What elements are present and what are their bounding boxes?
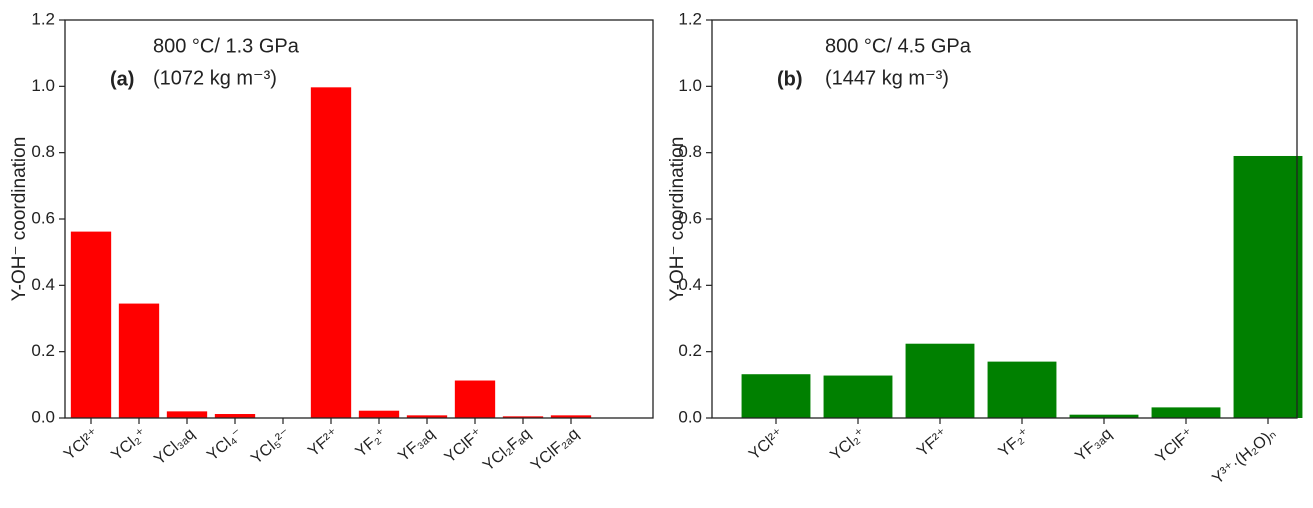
x-tick-label: YClF₂ₐq bbox=[528, 425, 582, 474]
x-tick-label: YCl₂⁺ bbox=[108, 425, 150, 464]
y-tick-label: 1.2 bbox=[31, 9, 55, 28]
bar bbox=[118, 303, 160, 418]
bar bbox=[741, 374, 811, 418]
y-tick-label: 0.0 bbox=[678, 407, 702, 426]
x-tick-label: YF²⁺ bbox=[305, 425, 342, 460]
y-tick-label: 1.2 bbox=[678, 9, 702, 28]
y-tick-label: 0.2 bbox=[31, 341, 55, 360]
plot-frame bbox=[711, 19, 1298, 419]
bar bbox=[823, 375, 893, 418]
condition: 800 °C/ 1.3 GPa bbox=[153, 35, 300, 57]
y-tick-label: 0.6 bbox=[678, 208, 702, 227]
y-tick-label: 0.4 bbox=[31, 275, 55, 294]
y-tick-label: 1.0 bbox=[678, 76, 702, 95]
bar bbox=[358, 410, 400, 418]
bar bbox=[1069, 414, 1139, 418]
x-tick-label: YCl₂⁺ bbox=[827, 425, 869, 464]
bar bbox=[987, 361, 1057, 418]
y-tick-label: 0.2 bbox=[678, 341, 702, 360]
bar bbox=[550, 415, 592, 418]
y-tick-label: 0.4 bbox=[678, 275, 702, 294]
y-axis-label: Y-OH⁻ coordination bbox=[9, 137, 30, 302]
bar bbox=[310, 87, 352, 418]
x-tick-label: YCl²⁺ bbox=[61, 425, 102, 463]
bar bbox=[905, 343, 975, 418]
bar bbox=[214, 414, 256, 418]
bar bbox=[454, 380, 496, 418]
x-tick-label: YCl₅²⁻ bbox=[248, 425, 294, 468]
x-tick-label: YF²⁺ bbox=[914, 425, 951, 460]
bar bbox=[406, 415, 448, 418]
x-tick-label: YF₃ₐq bbox=[1072, 425, 1115, 465]
bar bbox=[1233, 155, 1303, 418]
bar bbox=[70, 231, 112, 418]
y-axis-label: Y-OH⁻ coordination bbox=[667, 137, 688, 302]
x-tick-label: YCl₄⁻ bbox=[204, 425, 246, 464]
density: (1447 kg m⁻³) bbox=[825, 67, 949, 89]
y-tick-label: 0.6 bbox=[31, 208, 55, 227]
bar bbox=[1151, 407, 1221, 418]
panel-label: (a) bbox=[110, 68, 134, 90]
x-tick-label: YCl₂Fₐq bbox=[480, 425, 534, 474]
x-tick-label: YF₂⁺ bbox=[995, 425, 1033, 461]
x-tick-label: YClF⁺ bbox=[1153, 425, 1198, 466]
x-tick-label: YCl²⁺ bbox=[746, 425, 787, 463]
y-tick-label: 1.0 bbox=[31, 76, 55, 95]
x-tick-label: YCl₃ₐq bbox=[151, 425, 198, 468]
y-tick-label: 0.8 bbox=[31, 142, 55, 161]
bar bbox=[502, 416, 544, 418]
density: (1072 kg m⁻³) bbox=[153, 67, 277, 89]
y-tick-label: 0.8 bbox=[678, 142, 702, 161]
x-tick-label: YF₂⁺ bbox=[352, 425, 390, 461]
x-tick-label: YF₃ₐq bbox=[395, 425, 438, 465]
x-tick-label: Y³⁺·(H₂O)ₙ bbox=[1209, 425, 1279, 488]
y-tick-label: 0.0 bbox=[31, 407, 55, 426]
x-tick-label: YClF⁺ bbox=[442, 425, 487, 466]
bar bbox=[166, 411, 208, 418]
panel-label: (b) bbox=[777, 68, 803, 90]
condition: 800 °C/ 4.5 GPa bbox=[825, 35, 972, 57]
plot-frame bbox=[64, 19, 654, 419]
